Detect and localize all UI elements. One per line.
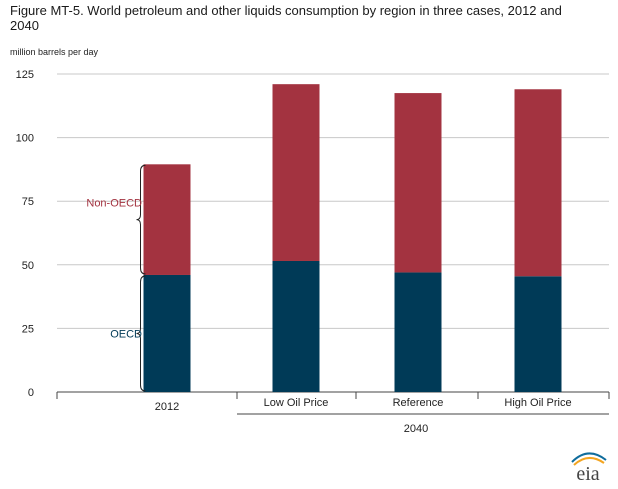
logo-arc-inner xyxy=(573,457,605,466)
annotation-oecd: OECD xyxy=(110,328,142,340)
logo-text: eia xyxy=(576,463,599,484)
chart-title: Figure MT-5. World petroleum and other l… xyxy=(10,3,562,33)
eia-logo: eia xyxy=(571,452,607,484)
bar-non-oecd-1 xyxy=(143,164,191,275)
x-tick-label: Low Oil Price xyxy=(264,397,329,409)
bar-oecd-3 xyxy=(394,272,442,392)
annotation-non-oecd: Non-OECD xyxy=(86,198,142,210)
x-tick-label: High Oil Price xyxy=(504,397,571,409)
y-tick-label: 50 xyxy=(22,260,34,272)
bar-non-oecd-4 xyxy=(514,89,562,277)
bar-non-oecd-3 xyxy=(394,93,442,273)
brace-oecd xyxy=(136,275,146,392)
y-tick-label: 100 xyxy=(16,133,34,145)
logo-arc-outer xyxy=(571,452,607,463)
bar-oecd-2 xyxy=(272,260,320,392)
x-tick-label: Reference xyxy=(393,397,444,409)
x-tick-label: 2012 xyxy=(155,401,179,413)
bar-oecd-4 xyxy=(514,276,562,392)
y-tick-label: 25 xyxy=(22,323,34,335)
y-axis-label: million barrels per day xyxy=(10,47,99,57)
y-tick-label: 125 xyxy=(16,69,34,81)
y-tick-label: 75 xyxy=(22,196,34,208)
bar-oecd-1 xyxy=(143,274,191,392)
brace-non-oecd xyxy=(136,164,146,275)
y-tick-label: 0 xyxy=(28,387,34,399)
bar-non-oecd-2 xyxy=(272,84,320,261)
group-label-2040: 2040 xyxy=(404,423,428,435)
